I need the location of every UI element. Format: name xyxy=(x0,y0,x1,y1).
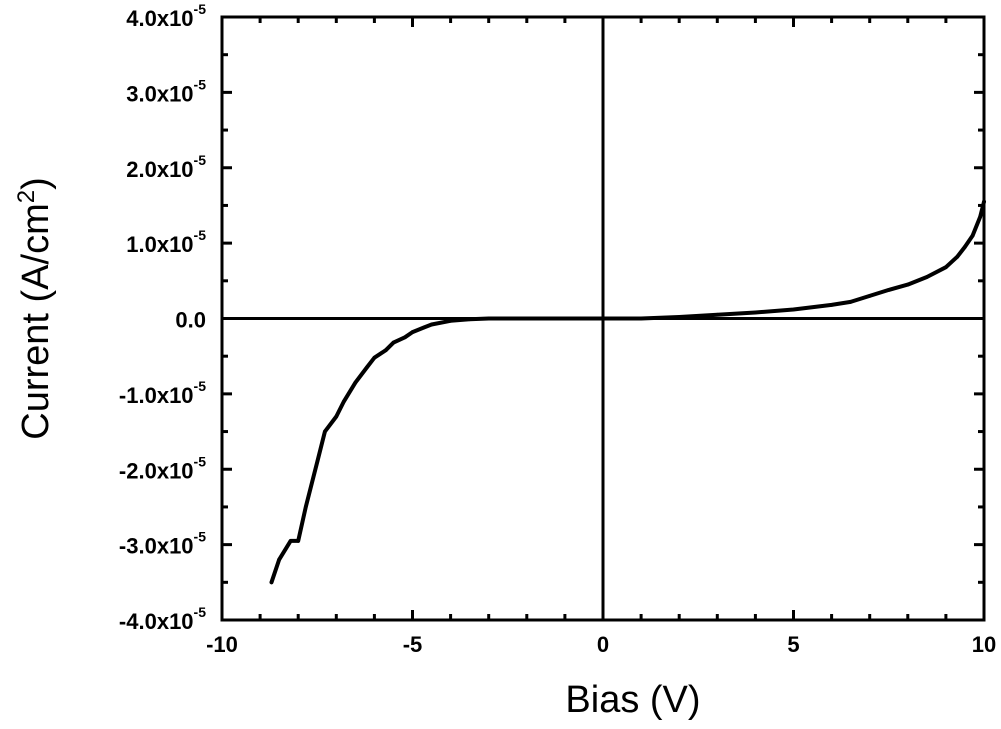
data-point xyxy=(429,322,434,327)
y-tick-mantissa: -3.0x10 xyxy=(119,534,194,559)
y-tick-label: -4.0x10-5 xyxy=(119,604,206,634)
y-axis-title-close: ) xyxy=(15,177,57,190)
plot-frame xyxy=(220,15,986,622)
data-point xyxy=(467,317,472,322)
data-point xyxy=(372,355,377,360)
data-point xyxy=(925,275,929,279)
y-tick-mantissa: -2.0x10 xyxy=(119,458,194,483)
y-tick-mantissa: -1.0x10 xyxy=(119,383,194,408)
data-point xyxy=(342,399,346,404)
x-tick-label: 0 xyxy=(597,632,609,657)
data-point xyxy=(944,265,948,270)
data-point xyxy=(448,319,453,323)
y-tick-label: 0.0 xyxy=(175,308,206,333)
data-point xyxy=(963,245,967,249)
data-point xyxy=(269,580,274,585)
data-point xyxy=(391,340,396,345)
y-tick-mantissa: 2.0x10 xyxy=(126,157,193,182)
data-point xyxy=(887,288,891,292)
y-tick-label: -2.0x10-5 xyxy=(119,453,206,483)
data-point xyxy=(848,300,853,304)
data-point xyxy=(365,365,369,370)
y-tick-mantissa: 0.0 xyxy=(175,308,206,333)
series-layer xyxy=(269,199,986,585)
x-tick-label: 5 xyxy=(787,632,799,657)
y-tick-mantissa: 3.0x10 xyxy=(126,81,193,106)
data-point xyxy=(715,312,720,317)
y-tick-exponent: -5 xyxy=(194,1,207,17)
y-tick-exponent: -5 xyxy=(194,604,207,620)
y-tick-label: 4.0x10-5 xyxy=(126,1,206,31)
data-point xyxy=(753,310,758,315)
data-point xyxy=(906,282,910,287)
data-point xyxy=(315,459,320,464)
data-point xyxy=(506,316,510,321)
data-point xyxy=(323,429,327,434)
y-tick-exponent: -5 xyxy=(194,227,207,243)
y-tick-exponent: -5 xyxy=(194,152,207,168)
data-point xyxy=(563,316,567,321)
y-axis-title-main: Current (A/cm xyxy=(15,203,57,439)
data-point xyxy=(677,315,681,319)
series-line xyxy=(269,199,986,585)
y-tick-label: 3.0x10-5 xyxy=(126,76,206,106)
y-tick-label: -1.0x10-5 xyxy=(119,378,206,408)
data-point xyxy=(277,557,281,562)
y-tick-label: 1.0x10-5 xyxy=(126,227,206,257)
y-axis-title-sup: 2 xyxy=(13,190,40,203)
data-point xyxy=(639,316,643,321)
y-tick-label: -3.0x10-5 xyxy=(119,529,206,559)
data-point xyxy=(978,214,982,219)
x-tick-label: -5 xyxy=(403,632,423,657)
data-point xyxy=(791,307,796,312)
data-point xyxy=(296,539,301,543)
data-point xyxy=(486,316,491,321)
data-point xyxy=(403,335,407,340)
data-point xyxy=(410,330,415,334)
x-axis-title: Bias (V) xyxy=(565,679,700,721)
x-tick-label: 10 xyxy=(972,632,996,657)
data-point xyxy=(829,303,834,307)
y-tick-mantissa: -4.0x10 xyxy=(119,609,194,634)
y-tick-exponent: -5 xyxy=(194,76,207,92)
y-tick-exponent: -5 xyxy=(194,453,207,469)
x-axis-tick-labels: -10 -5 0 5 10 xyxy=(206,632,996,657)
data-point xyxy=(288,539,293,543)
data-point xyxy=(304,505,308,509)
data-point xyxy=(525,316,529,321)
y-axis-tick-labels: 4.0x10-53.0x10-52.0x10-51.0x10-50.0-1.0x… xyxy=(119,1,206,634)
data-point xyxy=(544,316,548,321)
data-point xyxy=(955,254,960,259)
data-point xyxy=(334,414,339,419)
data-point xyxy=(384,348,388,353)
data-point xyxy=(867,294,872,298)
data-point xyxy=(353,380,358,385)
y-tick-mantissa: 1.0x10 xyxy=(126,232,193,257)
y-tick-exponent: -5 xyxy=(194,529,207,545)
y-tick-exponent: -5 xyxy=(194,378,207,394)
data-point xyxy=(422,325,426,330)
data-point xyxy=(970,233,975,238)
data-point xyxy=(601,316,605,321)
x-tick-label: -10 xyxy=(206,632,238,657)
y-tick-label: 2.0x10-5 xyxy=(126,152,206,182)
y-tick-mantissa: 4.0x10 xyxy=(126,6,193,31)
y-axis-title: Current (A/cm2) xyxy=(13,177,57,440)
